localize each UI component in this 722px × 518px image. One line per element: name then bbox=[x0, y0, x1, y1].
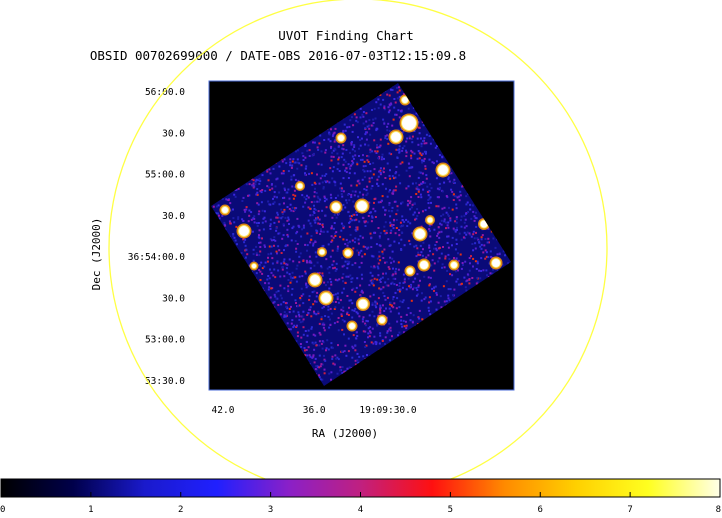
chart-subtitle: OBSID 00702699000 / DATE-OBS 2016-07-03T… bbox=[90, 48, 466, 63]
star-source bbox=[222, 207, 228, 213]
star-source bbox=[338, 135, 344, 141]
colorbar-tick-label: 5 bbox=[448, 505, 453, 515]
colorbar-tick-label: 1 bbox=[88, 505, 93, 515]
colorbar: 0 1 2 3 4 5 6 7 8 bbox=[0, 478, 721, 515]
star-source bbox=[402, 97, 408, 103]
image-panel bbox=[208, 80, 515, 391]
chart-title: UVOT Finding Chart bbox=[278, 28, 413, 43]
star-source bbox=[349, 323, 355, 329]
x-tick-label: 36.0 bbox=[303, 405, 326, 416]
star-source bbox=[321, 293, 331, 303]
star-source bbox=[415, 229, 425, 239]
star-source bbox=[239, 226, 249, 236]
star-source bbox=[332, 203, 340, 211]
star-source bbox=[492, 259, 500, 267]
y-tick-label: 56:00.0 bbox=[145, 87, 185, 98]
star-source bbox=[310, 275, 320, 285]
x-tick-labels: 42.0 36.0 19:09:30.0 bbox=[212, 405, 417, 416]
star-source bbox=[407, 268, 413, 274]
star-source bbox=[379, 317, 385, 323]
image-frame bbox=[208, 80, 515, 391]
star-source bbox=[345, 250, 351, 256]
colorbar-tick-label: 7 bbox=[627, 505, 632, 515]
star-source bbox=[402, 116, 416, 130]
y-tick-label: 53:30.0 bbox=[145, 376, 185, 387]
star-source bbox=[480, 220, 488, 228]
star-source bbox=[420, 261, 428, 269]
star-source bbox=[252, 264, 256, 268]
colorbar-tick-label: 8 bbox=[716, 505, 721, 515]
y-tick-labels: 56:00.0 30.0 55:00.0 30.0 36:54:00.0 30.0 53:0… bbox=[128, 87, 185, 387]
star-source bbox=[438, 165, 448, 175]
colorbar-tick-label: 4 bbox=[358, 505, 363, 515]
colorbar-ticks: 0 1 2 3 4 5 6 7 8 bbox=[0, 492, 721, 515]
star-source bbox=[358, 299, 368, 309]
star-source bbox=[451, 262, 457, 268]
colorbar-tick-label: 3 bbox=[268, 505, 273, 515]
y-tick-label: 30.0 bbox=[162, 211, 185, 222]
colorbar-tick-label: 2 bbox=[178, 505, 183, 515]
y-tick-label: 53:00.0 bbox=[145, 335, 185, 346]
star-source bbox=[297, 183, 303, 189]
y-tick-label: 30.0 bbox=[162, 293, 185, 304]
x-tick-label: 42.0 bbox=[212, 405, 235, 416]
x-tick-label: 19:09:30.0 bbox=[359, 405, 416, 416]
star-source bbox=[391, 132, 401, 142]
star-source bbox=[427, 217, 433, 223]
colorbar-tick-label: 6 bbox=[538, 505, 543, 515]
y-tick-label: 30.0 bbox=[162, 128, 185, 139]
y-tick-label: 36:54:00.0 bbox=[128, 252, 185, 263]
colorbar-tick-label: 0 bbox=[0, 505, 5, 515]
y-axis-label: Dec (J2000) bbox=[90, 218, 103, 291]
star-source bbox=[319, 249, 325, 255]
y-tick-label: 55:00.0 bbox=[145, 170, 185, 181]
x-axis-label: RA (J2000) bbox=[312, 427, 378, 440]
star-source bbox=[357, 201, 367, 211]
